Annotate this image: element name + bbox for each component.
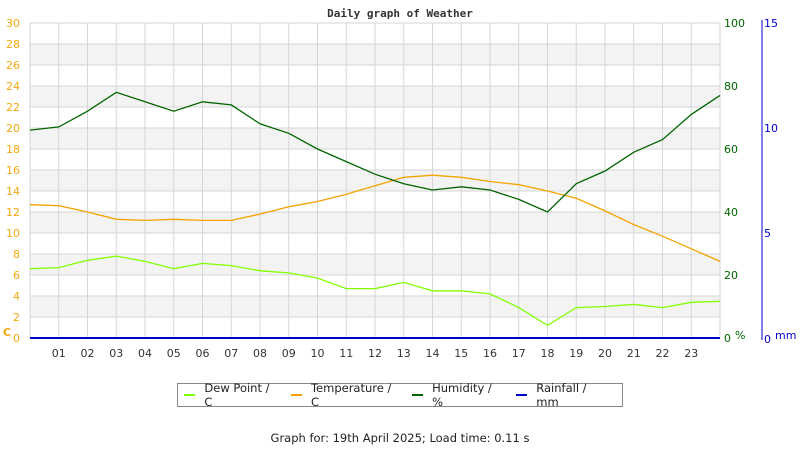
svg-text:02: 02 (81, 347, 95, 360)
svg-text:23: 23 (684, 347, 698, 360)
svg-text:28: 28 (6, 38, 20, 51)
svg-text:11: 11 (339, 347, 353, 360)
svg-text:14: 14 (6, 185, 20, 198)
grid-lines (29, 22, 721, 339)
y-axis-right-unit: % (735, 329, 745, 342)
y-axis-left-unit: C (3, 326, 11, 339)
y-axis-rainfall: 0 5 10 15 (761, 17, 778, 346)
temperature-swatch-icon (290, 394, 302, 396)
y-axis-rain-unit: mm (775, 329, 796, 342)
svg-text:4: 4 (13, 290, 20, 303)
svg-text:06: 06 (196, 347, 210, 360)
legend-label: Dew Point / C (204, 381, 270, 409)
legend-item-humidity: Humidity / % (411, 381, 503, 409)
svg-text:10: 10 (764, 122, 778, 135)
graph-footer: Graph for: 19th April 2025; Load time: 0… (270, 431, 530, 445)
svg-text:60: 60 (724, 143, 738, 156)
svg-text:22: 22 (6, 101, 20, 114)
svg-text:08: 08 (253, 347, 267, 360)
humidity-line (29, 91, 721, 213)
svg-text:03: 03 (109, 347, 123, 360)
svg-text:30: 30 (6, 17, 20, 30)
legend-item-temperature: Temperature / C (290, 381, 399, 409)
legend-item-dew-point: Dew Point / C (184, 381, 278, 409)
svg-text:15: 15 (764, 17, 778, 30)
legend-label: Rainfall / mm (536, 381, 587, 409)
temperature-cline (29, 174, 721, 262)
svg-text:21: 21 (627, 347, 641, 360)
chart-legend: Dew Point / C Temperature / C Humidity /… (177, 381, 623, 409)
rainfall-swatch-icon (515, 394, 528, 396)
svg-text:8: 8 (13, 248, 20, 261)
svg-text:6: 6 (13, 269, 20, 282)
svg-text:05: 05 (167, 347, 181, 360)
humidity-swatch-icon (411, 394, 424, 396)
svg-text:80: 80 (724, 80, 738, 93)
svg-text:07: 07 (224, 347, 238, 360)
legend-label: Temperature / C (310, 381, 392, 409)
chart-title: Daily graph of Weather (327, 7, 473, 20)
svg-text:15: 15 (454, 347, 468, 360)
svg-text:24: 24 (6, 80, 20, 93)
x-axis-hours: 01 02 03 04 05 06 07 08 09 10 11 12 13 14 15 16 17 18 19 20… (52, 347, 699, 360)
svg-text:09: 09 (282, 347, 296, 360)
y-axis-right-humidity: 0 20 40 60 80 100 (724, 17, 745, 345)
svg-text:22: 22 (656, 347, 670, 360)
svg-text:10: 10 (6, 227, 20, 240)
svg-text:0: 0 (764, 333, 771, 346)
svg-text:100: 100 (724, 17, 745, 30)
svg-text:5: 5 (764, 227, 771, 240)
legend-label: Humidity / % (432, 381, 492, 409)
svg-text:20: 20 (724, 269, 738, 282)
svg-text:0: 0 (13, 332, 20, 345)
svg-text:40: 40 (724, 206, 738, 219)
svg-text:20: 20 (598, 347, 612, 360)
dew-point-cline (29, 255, 721, 327)
weather-chart: Daily graph of Weather 02468101214161820… (3, 7, 796, 360)
dew-point-swatch-icon (184, 394, 196, 396)
svg-text:12: 12 (368, 347, 382, 360)
svg-text:17: 17 (512, 347, 526, 360)
svg-text:01: 01 (52, 347, 66, 360)
svg-text:18: 18 (6, 143, 20, 156)
svg-text:20: 20 (6, 122, 20, 135)
svg-text:18: 18 (541, 347, 555, 360)
series-lines (29, 91, 721, 339)
svg-text:2: 2 (13, 311, 20, 324)
legend-item-rainfall: Rainfall / mm (515, 381, 609, 409)
svg-text:12: 12 (6, 206, 20, 219)
svg-text:04: 04 (138, 347, 152, 360)
svg-text:19: 19 (569, 347, 583, 360)
svg-text:14: 14 (426, 347, 440, 360)
svg-text:13: 13 (397, 347, 411, 360)
svg-text:16: 16 (6, 164, 20, 177)
svg-text:0: 0 (724, 332, 731, 345)
svg-text:16: 16 (483, 347, 497, 360)
svg-text:10: 10 (311, 347, 325, 360)
svg-text:26: 26 (6, 59, 20, 72)
